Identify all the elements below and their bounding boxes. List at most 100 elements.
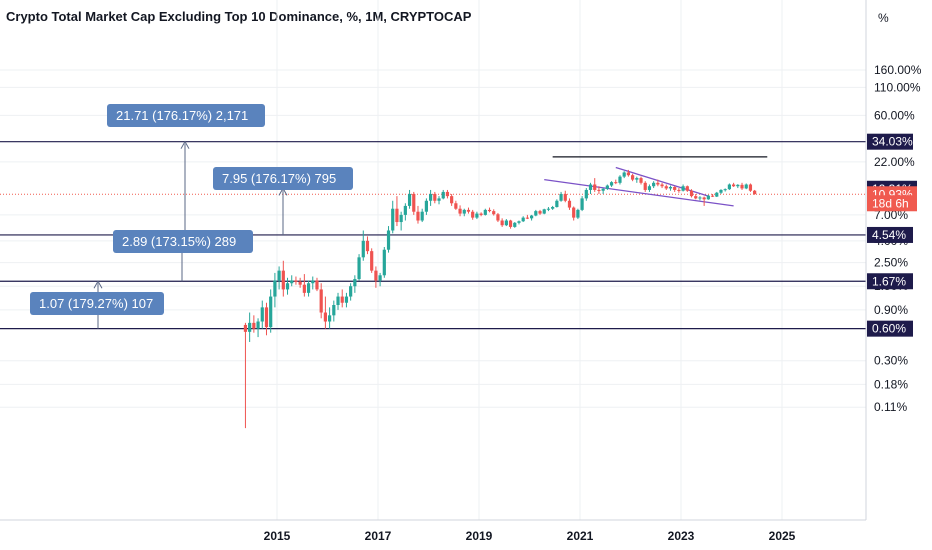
candle-body [614, 182, 618, 184]
candle-body [243, 324, 248, 332]
candle-body [450, 196, 454, 204]
candle-body [668, 186, 673, 189]
chart-title: Crypto Total Market Cap Excluding Top 10… [6, 9, 472, 24]
y-tick-label: 160.00% [874, 63, 922, 77]
candle-body [715, 192, 719, 197]
candle-body [572, 207, 576, 218]
candle-body [643, 182, 647, 190]
candle-body [264, 307, 269, 328]
candle-body [248, 322, 252, 332]
candle-body [559, 193, 563, 201]
candle-body [593, 184, 597, 190]
candle-body [290, 280, 294, 284]
candle-body [753, 190, 757, 194]
candle-body [370, 251, 374, 271]
candle-body [285, 283, 290, 290]
candle-body [319, 289, 323, 313]
candle-body [542, 209, 546, 214]
candle-body [374, 270, 378, 281]
candle-body [626, 172, 630, 176]
candle-body [698, 197, 702, 199]
candle-body [500, 220, 504, 226]
candle-body [365, 240, 370, 252]
measure-label-bg [113, 230, 253, 253]
candle-body [647, 186, 652, 190]
level-label: 1.67% [872, 274, 906, 288]
candle-body [382, 249, 386, 276]
wedge-lower-line [544, 178, 734, 207]
candle-body [407, 193, 412, 206]
candle-body [719, 189, 723, 193]
candle-body [437, 198, 441, 201]
candle-body [458, 208, 462, 214]
candle-body [349, 286, 353, 297]
candle-body [357, 257, 361, 280]
candle-body [618, 176, 622, 183]
candle-body [601, 188, 605, 191]
level-label: 34.03% [872, 135, 913, 149]
level-label-bg [867, 133, 913, 150]
candle-body [605, 185, 609, 189]
candle-body [256, 321, 260, 329]
candle-body [673, 186, 677, 190]
candle-body [702, 197, 706, 200]
candle-body [609, 182, 614, 186]
price-axis[interactable]: 160.00%110.00%60.00%22.00%7.00%4.00%2.50… [874, 63, 922, 414]
candle-body [723, 189, 727, 191]
unit-label[interactable]: % [878, 11, 889, 25]
candles [243, 169, 757, 429]
candle-body [597, 189, 601, 191]
y-tick-label: 7.00% [874, 208, 908, 222]
measure-label: 7.95 (176.17%) 795 [222, 171, 336, 186]
level-label-bg [867, 226, 913, 243]
candle-body [580, 198, 584, 210]
level-label-bg [867, 320, 913, 337]
x-tick-label: 2019 [466, 529, 493, 543]
candle-body [294, 280, 298, 282]
candle-body [378, 275, 382, 281]
candle-body [273, 280, 277, 297]
candle-body [563, 193, 567, 201]
candle-body [710, 195, 715, 197]
x-tick-label: 2015 [264, 529, 291, 543]
candle-body [269, 296, 273, 328]
candle-body [744, 184, 748, 189]
y-tick-label: 0.11% [874, 400, 907, 414]
measure-label: 21.71 (176.17%) 2,171 [116, 108, 248, 123]
candle-body [433, 193, 437, 201]
candle-body [328, 315, 332, 322]
candle-body [689, 190, 694, 197]
candle-body [311, 280, 315, 284]
candle-body [588, 184, 593, 190]
trendlines [544, 156, 768, 207]
price-label-bg [867, 195, 917, 212]
candle-body [551, 207, 555, 209]
candle-body [483, 209, 487, 215]
candle-body [340, 296, 344, 303]
measure-label: 1.07 (179.27%) 107 [39, 296, 153, 311]
annotations: 21.71 (176.17%) 2,171 7.95 (176.17%) 795 2… [30, 104, 353, 329]
x-tick-label: 2017 [365, 529, 392, 543]
time-axis[interactable]: 2015 2017 2019 2021 2023 2025 [264, 529, 796, 543]
y-tick-label: 60.00% [874, 108, 915, 122]
candle-body [306, 283, 311, 293]
measure-label-bg [107, 104, 265, 127]
candle-body [466, 209, 471, 212]
candle-body [336, 296, 340, 305]
candle-body [525, 217, 529, 219]
candle-body [504, 220, 508, 226]
measure-label-bg [213, 167, 353, 190]
candle-body [538, 211, 542, 214]
candle-body [281, 270, 285, 290]
measure-label-bg [30, 292, 164, 315]
candle-body [685, 186, 689, 191]
candle-body [471, 211, 475, 218]
measure-label: 2.89 (173.15%) 289 [122, 234, 236, 249]
candle-body [635, 178, 639, 180]
candle-body [420, 211, 424, 221]
candle-body [740, 184, 744, 189]
candle-body [391, 208, 395, 231]
candle-body [660, 184, 664, 187]
candle-body [664, 186, 668, 189]
